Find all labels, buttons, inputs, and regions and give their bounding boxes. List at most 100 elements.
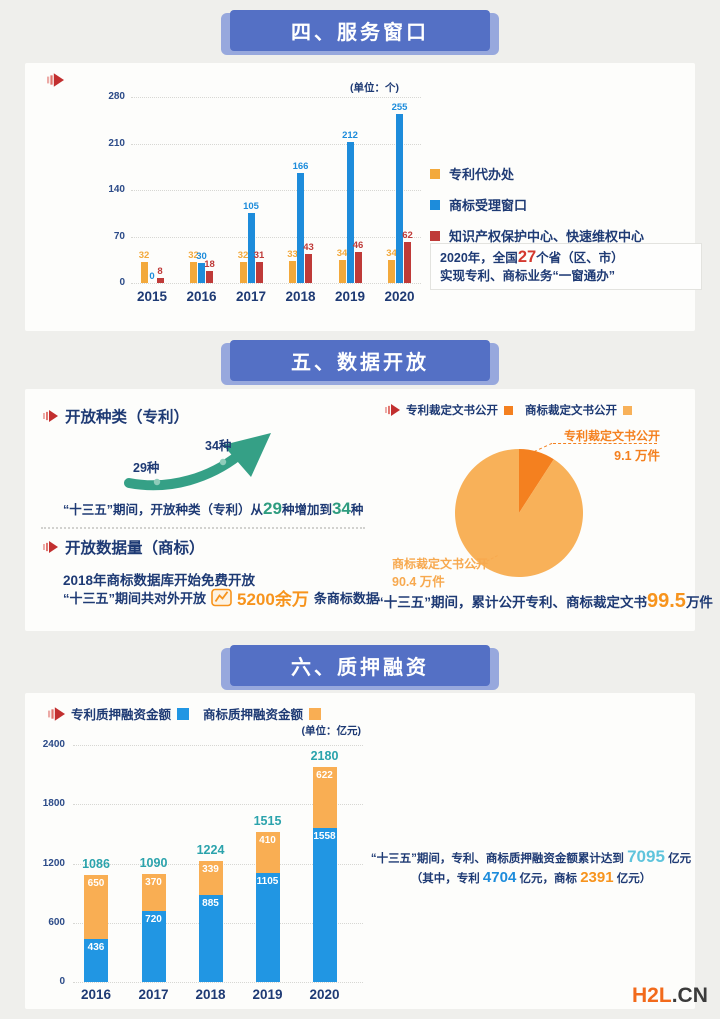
bar-value-label: 33 [287,249,298,261]
x-axis-label: 2019 [252,987,283,1002]
growth-arrow-graphic [124,433,271,491]
total-value-label: 2180 [310,748,339,763]
banner-title: 四、服务窗口 [230,10,490,51]
text-segment: 27 [517,248,537,266]
bar-value-label: 32 [237,249,249,261]
bar [190,261,197,283]
text-segment: 4704 [482,869,517,886]
site-watermark: H2L.CN [632,984,708,1008]
financing-sentence-2: （其中，专利 4704 亿元，商标 2391 亿元） [365,869,697,888]
legend-swatch [177,707,190,720]
bar-value-label: 32 [138,249,150,261]
bar-value-label: 34 [386,248,397,260]
text-segment: 种增加到 [281,503,332,517]
x-axis-label: 2018 [285,289,316,304]
section-banner-data: 五、数据开放 [221,340,499,385]
text-segment: “十三五”期间，累计公开专利、商标裁定文书 [377,595,647,610]
note-line-1: 2020年，全国27个省（区、市） [440,248,692,267]
bar-value-label: 18 [204,259,215,271]
red-arrow-marker-icon [47,73,64,87]
legend-swatch-light-orange [623,405,632,415]
chart-unit-label: (单位：个) [350,82,399,94]
text-segment: 亿元，商标 [516,873,581,885]
tm-line2-big-number: 5200余万 [237,590,309,609]
text-segment: （其中，专利 [410,873,483,885]
financing-summary: “十三五”期间，专利、商标质押融资金额累计达到 7095 亿元 （其中，专利 4… [365,847,697,888]
bar-value-label: 46 [352,240,364,252]
financing-stacked-bar-chart: 0 600 1200 1800 2400 2016 436 650 1086 2017 720 370… [25,693,695,1009]
text-segment: 99.5 [647,590,686,612]
segment-value-label: 436 [87,941,105,953]
text-segment: 亿元 [664,853,692,865]
bar-segment [255,872,280,982]
patent-open-heading-row: 开放种类（专利） [43,405,189,427]
legend-item: 知识产权保护中心、快速维权中心 [430,226,644,245]
x-axis-label: 2020 [384,289,415,304]
segment-value-label: 370 [145,877,162,889]
section-banner-service: 四、服务窗口 [221,10,499,55]
pie-callout-top-value: 9.1 万件 [614,449,660,463]
x-axis-label: 2016 [186,289,217,304]
segment-value-label: 885 [202,897,219,909]
bar [198,263,205,283]
bar-segment [198,894,223,982]
bar-value-label: 32 [188,249,199,261]
trademark-open-heading: 开放数据量（商标） [65,540,205,557]
watermark-brand: H2L [632,984,672,1007]
tm-line2-post: 条商标数据 [313,591,379,606]
text-segment: 29 [263,499,282,518]
grid-line [73,804,363,806]
y-tick-label: 2400 [42,739,65,750]
bar [404,241,411,283]
service-windows-bar-chart: 0 70 140 210 280 2015 32 0 8 2016 32 30 18 2017 32 105 3… [25,63,695,331]
x-axis-label: 2018 [195,987,226,1002]
bar-segment [198,861,223,895]
bar-segment [84,938,108,982]
pie-callout-top-label: 专利裁定文书公开 [563,429,660,443]
y-tick-label: 280 [108,91,125,102]
text-segment: “十三五”期间，开放种类（专利）从 [63,503,264,517]
bar-value-label: 255 [391,101,408,113]
dotted-divider [41,527,365,529]
total-value-label: 1090 [139,856,168,871]
bar [247,213,255,283]
bar [255,262,263,283]
service-note-box: 2020年，全国27个省（区、市） 实现专利、商标业务“一窗通办” [430,243,702,290]
bar-segment [84,874,108,939]
red-arrow-marker-icon [43,410,58,422]
text-segment: 种 [350,503,364,517]
legend-swatch [309,707,322,720]
y-tick-label: 70 [113,230,125,242]
bar [289,261,296,283]
legend-label: 商标受理窗口 [449,198,528,213]
grid-line [73,982,363,983]
grid-line [131,283,421,284]
decision-documents-pie-chart [455,449,584,577]
legend-label: 知识产权保护中心、快速维权中心 [449,229,645,244]
bar-value-label: 105 [243,201,259,213]
patent-open-sentence: “十三五”期间，开放种类（专利）从29种增加到34种 [63,499,363,519]
segment-value-label: 410 [259,835,276,847]
bar [388,260,395,283]
callout-dash-line [553,443,657,444]
note-line-2: 实现专利、商标业务“一窗通办” [440,267,692,285]
bar-value-label: 62 [402,229,413,241]
y-tick-label: 0 [119,277,125,288]
y-tick-label: 0 [59,976,65,987]
legend-item: 专利代办处 [430,164,644,183]
x-axis-label: 2019 [334,289,366,304]
y-tick-label: 1200 [42,857,65,869]
x-axis-label: 2015 [136,289,168,304]
y-tick-label: 210 [108,137,125,149]
grid-line [131,236,421,238]
pie-slice [519,449,554,513]
patent-open-heading: 开放种类（专利） [65,409,190,426]
total-value-label: 1086 [82,856,110,871]
bar [156,277,164,283]
pie-callout-bottom-value: 90.4 万件 [392,575,445,589]
section-banner-finance: 六、质押融资 [221,645,499,690]
x-axis-label: 2017 [235,289,267,304]
bar-value-label: 8 [157,265,163,277]
service-windows-legend: 专利代办处商标受理窗口知识产权保护中心、快速维权中心 [430,164,644,257]
bar-value-label: 43 [303,242,314,254]
